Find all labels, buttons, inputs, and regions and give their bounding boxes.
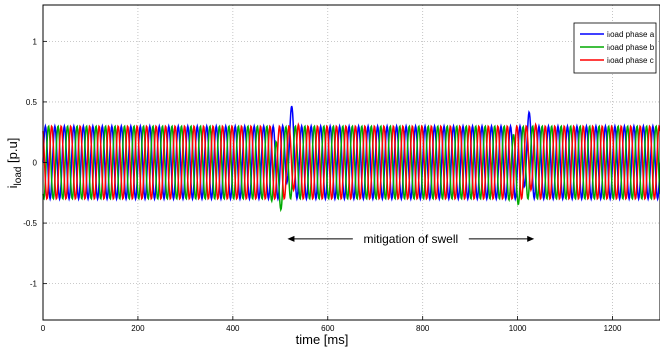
x-axis-label: time [ms] xyxy=(296,332,349,347)
x-tick-label-2: 400 xyxy=(226,324,240,333)
series-lines xyxy=(42,105,660,213)
legend-label-2: iₗoad phase c xyxy=(607,56,654,65)
y-tick-label-2: 0 xyxy=(33,159,38,168)
legend-label-0: iₗoad phase a xyxy=(607,30,655,39)
series-line-0 xyxy=(42,105,660,202)
arrowhead-right xyxy=(527,235,535,242)
y-tick-label-3: 0.5 xyxy=(26,98,38,107)
legend-label-1: iₗoad phase b xyxy=(607,43,655,52)
y-tick-label-4: 1 xyxy=(33,37,38,46)
y-tick-label-0: -1 xyxy=(30,280,38,289)
axis-ticks: 0 200 400 600 800 1000 1200 -1 -0.5 0 0.5 1 xyxy=(23,37,622,333)
series-line-1 xyxy=(42,124,660,213)
x-tick-label-3: 600 xyxy=(321,324,335,333)
arrowhead-left xyxy=(287,235,295,242)
annotation-text: mitigation of swell xyxy=(363,232,458,246)
series-line-2 xyxy=(42,122,660,201)
y-axis-label-main: i xyxy=(5,185,20,188)
x-tick-label-0: 0 xyxy=(41,324,46,333)
legend-box xyxy=(573,22,657,74)
x-tick-label-1: 200 xyxy=(131,324,145,333)
y-axis-label: iload [p.u] xyxy=(5,138,24,189)
x-tick-label-4: 800 xyxy=(416,324,430,333)
legend: iₗoad phase a iₗoad phase b iₗoad phase c xyxy=(573,22,657,74)
x-tick-label-6: 1200 xyxy=(604,324,622,333)
mitigation-annotation: mitigation of swell xyxy=(287,232,535,246)
y-axis-label-sub: load xyxy=(13,167,24,186)
y-tick-label-1: -0.5 xyxy=(23,219,37,228)
x-tick-label-5: 1000 xyxy=(509,324,527,333)
y-axis-label-unit: [p.u] xyxy=(5,138,20,167)
